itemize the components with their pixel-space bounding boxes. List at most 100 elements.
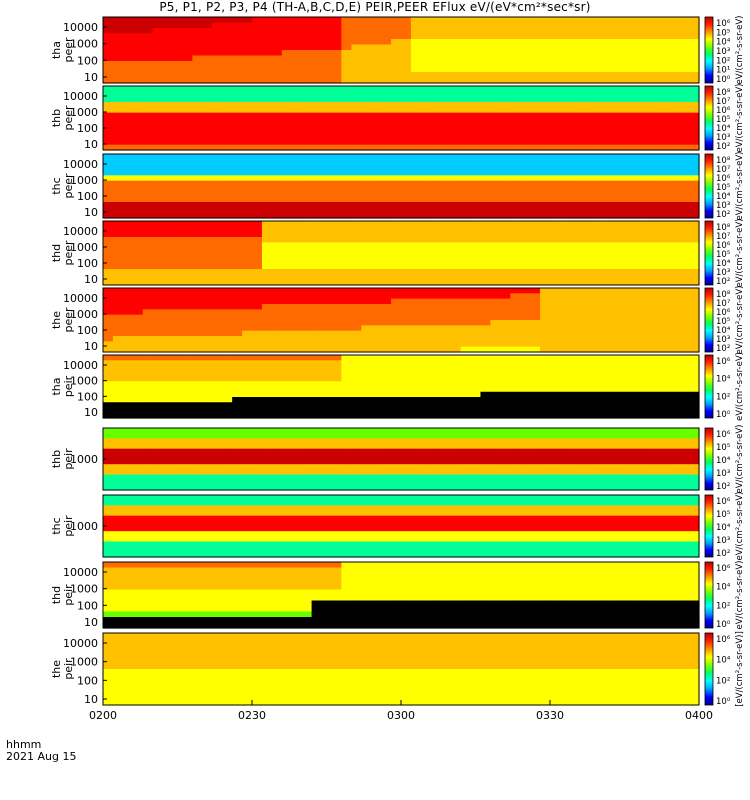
spectro-cell	[112, 386, 124, 393]
spectro-cell	[659, 33, 670, 40]
spectro-cell	[311, 118, 323, 124]
spectro-cell	[639, 72, 650, 79]
spectro-cell	[440, 231, 452, 238]
spectro-cell	[589, 360, 601, 367]
spectro-cell	[391, 381, 402, 388]
spectro-cell	[132, 112, 144, 119]
spectro-cell	[500, 144, 511, 151]
spectro-cell	[331, 112, 342, 119]
spectro-cell	[212, 428, 223, 434]
spectro-cell	[569, 159, 581, 166]
spectro-cell	[142, 17, 154, 24]
spectro-cell	[202, 269, 213, 275]
spectro-cell	[639, 186, 650, 192]
spectro-cell	[351, 191, 362, 198]
spectro-cell	[460, 134, 472, 140]
spectro-cell	[430, 336, 442, 342]
spectro-cell	[371, 118, 382, 124]
spectro-cell	[222, 263, 233, 270]
spectro-cell	[401, 128, 412, 135]
spectro-cell	[371, 86, 382, 92]
spectro-cell	[192, 464, 203, 470]
spectro-cell	[122, 407, 134, 414]
spectro-cell	[281, 443, 293, 450]
spectro-cell	[112, 237, 124, 243]
spectro-cell	[331, 448, 342, 455]
spectro-cell	[271, 397, 283, 403]
spectro-cell	[261, 443, 273, 450]
spectro-cell	[410, 407, 422, 414]
spectro-cell	[619, 293, 631, 300]
spectro-cell	[401, 269, 412, 275]
spectro-cell	[679, 28, 690, 35]
spectro-cell	[559, 144, 571, 151]
spectro-cell	[301, 443, 313, 450]
spectro-cell	[281, 320, 293, 326]
spectro-cell	[490, 459, 501, 465]
spectro-cell	[510, 77, 521, 84]
spectro-cell	[222, 391, 233, 398]
spectro-cell	[391, 118, 402, 124]
spectro-cell	[540, 341, 551, 348]
spectro-cell	[291, 464, 303, 470]
spectro-cell	[291, 86, 303, 92]
spectro-cell	[391, 355, 402, 361]
spectro-cell	[500, 118, 511, 124]
spectro-cell	[371, 469, 382, 476]
spectro-cell	[440, 102, 452, 108]
spectro-cell	[420, 170, 432, 176]
spectro-cell	[152, 407, 164, 414]
spectro-cell	[420, 33, 432, 40]
spectro-cell	[391, 164, 402, 171]
spectro-cell	[579, 381, 591, 388]
spectro-cell	[252, 269, 263, 275]
spectro-cell	[401, 102, 412, 108]
spectro-cell	[122, 443, 134, 450]
spectro-cell	[659, 391, 670, 398]
spectro-cell	[460, 77, 472, 84]
spectro-cell	[271, 274, 283, 281]
spectro-cell	[261, 448, 273, 455]
spectro-cell	[520, 469, 531, 476]
spectro-cell	[639, 381, 650, 388]
spectro-cell	[212, 279, 223, 286]
spectro-cell	[361, 376, 372, 382]
spectro-cell	[371, 134, 382, 140]
spectro-cell	[540, 33, 551, 40]
spectro-cell	[242, 355, 253, 361]
spectro-cell	[331, 479, 342, 486]
spectro-cell	[589, 191, 601, 198]
spectro-cell	[569, 144, 581, 151]
spectro-cell	[609, 330, 621, 337]
spectro-cell	[450, 360, 462, 367]
spectro-cell	[112, 253, 124, 259]
spectro-cell	[659, 247, 670, 254]
spectro-cell	[321, 139, 333, 146]
spectro-cell	[450, 274, 462, 281]
spectro-cell	[301, 154, 313, 160]
spectro-cell	[659, 258, 670, 265]
spectro-cell	[391, 112, 402, 119]
spectro-cell	[430, 274, 442, 281]
spectro-cell	[341, 112, 352, 119]
spectro-cell	[361, 293, 372, 300]
spectro-cell	[639, 17, 650, 24]
spectro-cell	[391, 96, 402, 103]
spectro-cell	[649, 102, 660, 108]
spectro-cell	[520, 274, 531, 281]
spectro-cell	[103, 39, 114, 46]
spectro-cell	[122, 237, 134, 243]
spectro-cell	[381, 293, 392, 300]
spectro-cell	[331, 221, 342, 227]
spectro-cell	[589, 91, 601, 98]
spectro-cell	[172, 154, 184, 160]
colorbar-tick-label: 10³	[716, 268, 730, 278]
spectro-cell	[311, 231, 323, 238]
spectro-cell	[629, 159, 640, 166]
spectro-cell	[629, 330, 640, 337]
spectro-cell	[311, 428, 323, 434]
spectro-cell	[520, 288, 531, 294]
spectro-cell	[599, 381, 611, 388]
spectro-cell	[629, 170, 640, 176]
spectro-cell	[252, 202, 263, 208]
